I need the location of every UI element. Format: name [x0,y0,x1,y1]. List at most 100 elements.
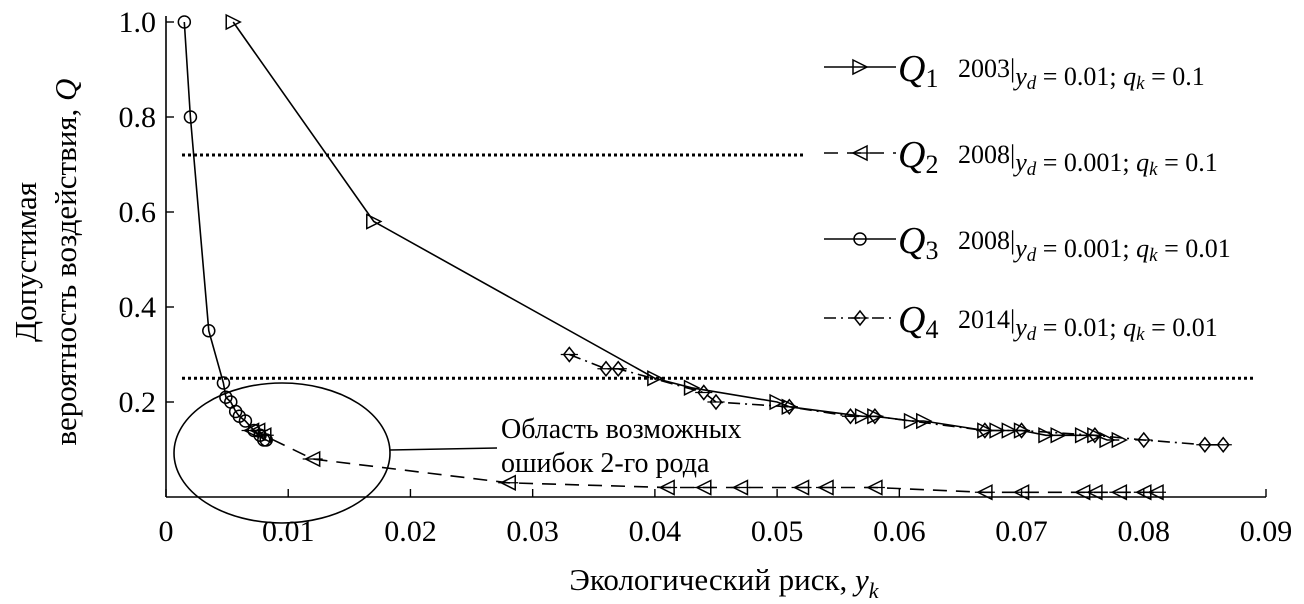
data-point [1109,484,1130,501]
legend-var-y-sub: d [1027,159,1037,180]
data-point-shape [599,360,613,377]
data-point [609,360,627,377]
axes: 0 0.01 0.02 0.03 0.04 0.05 0.06 0.07 0.08 0.09 0.2… [119,6,1293,548]
legend-var-y: y [1012,62,1027,91]
data-point-shape [709,393,723,411]
data-point [225,13,242,31]
data-point-shape [562,346,576,363]
legend-condition: 2014|yd = 0.01; qk = 0.01 [958,305,1218,345]
data-point [916,412,933,430]
data-point [1084,484,1105,501]
annotation-leader-line [389,447,498,451]
x-tick-label: 0.01 [262,515,315,548]
data-point [730,479,751,496]
data-point [851,309,869,327]
legend-q: Q [898,134,925,176]
legend-yd-value: = 0.01; [1036,62,1123,91]
legend-qk-value: = 0.01 [1145,313,1218,342]
legend-var-q: q [1136,148,1149,177]
legend-var-q-sub: k [1136,73,1145,94]
data-point [259,433,273,447]
legend-sub: 4 [925,315,938,344]
data-point-shape [697,384,711,401]
data-point [183,110,198,124]
legend-year: 2014| [958,305,1015,334]
axis-titles: Экологический риск, yk Допустимая вероят… [8,79,880,603]
y-tick-label: 0.8 [119,101,157,134]
x-axis-title-var: y [852,562,869,597]
data-point-shape [611,360,625,377]
x-axis-title-sub: k [869,578,880,603]
data-point [853,232,867,246]
x-axis-title-text: Экологический риск, [569,562,855,597]
y-tick-label: 1.0 [119,6,157,39]
data-point-shape [978,422,992,439]
legend-var-y: y [1012,313,1027,342]
data-point [1196,436,1214,453]
legend-var-q-sub: k [1149,245,1158,266]
data-point-shape [1216,436,1230,453]
data-point [791,479,812,496]
legend-label: Q4 [898,299,938,344]
data-point [850,144,870,162]
data-point [866,408,884,425]
legend-yd-value: = 0.001; [1036,234,1136,263]
legend-condition: 2008|yd = 0.001; qk = 0.1 [958,140,1218,180]
data-point [1146,484,1166,501]
data-point [693,479,714,496]
data-point [864,479,885,496]
legend-var-q-sub: k [1136,324,1145,345]
annotation-line1: Область возможных [501,414,741,445]
data-point [903,412,921,430]
legend-var-q: q [1136,234,1149,263]
legend-item-q4: Q4 2014|yd = 0.01; qk = 0.01 [824,299,1218,345]
data-point [647,370,664,387]
data-point [841,408,860,425]
legend-q: Q [898,299,925,341]
error-region-ellipse [173,382,391,524]
legend-condition: 2008|yd = 0.001; qk = 0.01 [958,226,1231,266]
data-point [976,422,994,439]
data-point-shape [868,408,882,425]
data-point [1001,422,1019,439]
legend-var-y-sub: d [1027,73,1037,94]
legend-qk-value: = 0.1 [1145,62,1205,91]
data-point [1111,431,1129,449]
legend-var-y: y [1012,234,1027,263]
data-point [219,390,233,404]
series-layer [177,13,1232,501]
y-axis-title-var: Q [48,79,83,101]
legend: Q1 2003|yd = 0.01; qk = 0.1Q2 2008|yd = 0.… [824,48,1231,345]
data-point-shape [1198,436,1212,453]
legend-item-q2: Q2 2008|yd = 0.001; qk = 0.1 [824,134,1218,180]
data-point [1011,484,1032,501]
legend-q: Q [898,220,925,262]
data-point [302,450,323,468]
series-q4 [560,346,1232,453]
data-point [707,393,725,411]
x-tick-label: 0.03 [506,515,559,548]
data-point-shape [1088,427,1102,444]
series-line [569,353,1224,446]
legend-label: Q3 [898,220,938,265]
annotation-line2: ошибок 2-го рода [501,448,710,479]
data-point [657,479,678,496]
legend-var-q: q [1123,313,1136,342]
legend-var-q: q [1123,62,1136,91]
legend-sub: 1 [925,64,938,93]
x-tick-label: 0.08 [1118,515,1171,548]
data-point-shape [843,408,858,425]
legend-q: Q [898,48,925,90]
y-axis-title-line2: вероятность воздействия, Q [48,79,83,446]
data-point [1135,431,1153,449]
legend-yd-value: = 0.01; [1036,313,1123,342]
legend-condition: 2003|yd = 0.01; qk = 0.1 [958,54,1205,94]
legend-qk-value: = 0.1 [1158,148,1218,177]
legend-var-y: y [1012,148,1027,177]
series-q3 [177,15,273,447]
data-point [216,376,231,390]
data-point [498,474,519,491]
data-point [560,346,578,363]
data-point [852,58,869,76]
data-point [780,398,798,415]
